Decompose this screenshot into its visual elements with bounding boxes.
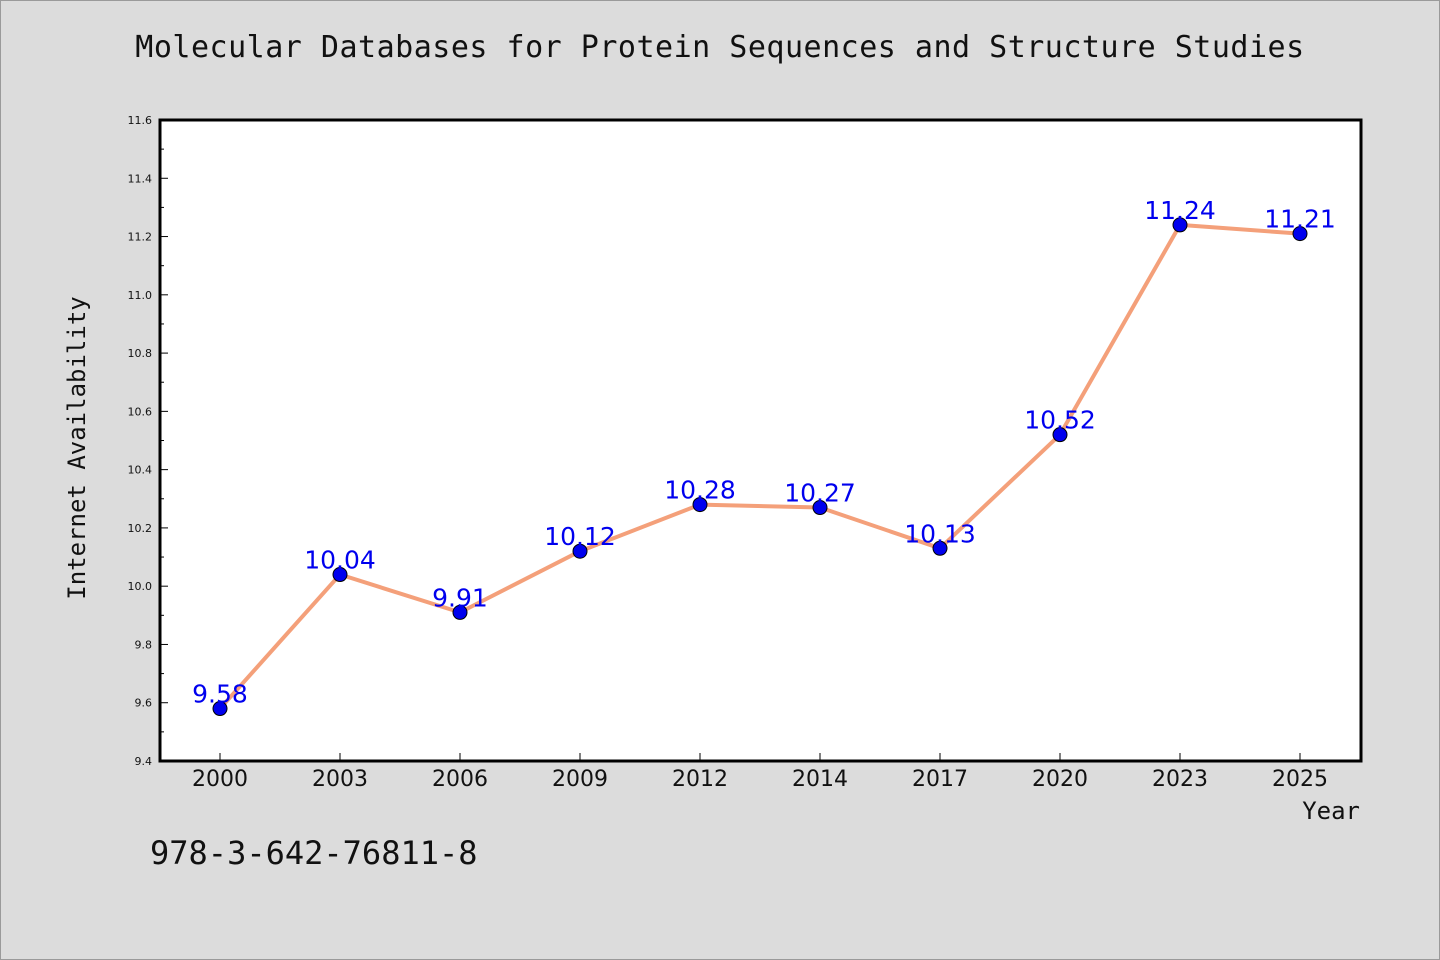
x-tick-label: 2014: [792, 767, 848, 792]
data-point: [572, 543, 588, 559]
series-group: [212, 217, 1308, 717]
data-label: 10.12: [544, 522, 616, 551]
y-tick-label: 10.8: [128, 347, 153, 360]
y-tick-label: 10.0: [128, 580, 153, 593]
plot-area: [158, 118, 1363, 763]
y-tick-label: 10.6: [128, 405, 153, 418]
data-label: 10.04: [304, 546, 376, 575]
data-label: 9.91: [432, 583, 488, 612]
data-point: [692, 497, 708, 513]
data-label: 10.27: [784, 479, 856, 508]
x-tick-label: 2025: [1272, 767, 1328, 792]
y-tick-label: 11.4: [128, 172, 153, 185]
data-label: 10.13: [904, 519, 976, 548]
x-tick-label: 2006: [432, 767, 488, 792]
y-tick-label: 11.2: [128, 231, 153, 244]
x-tick-label: 2012: [672, 767, 728, 792]
data-point: [812, 500, 828, 516]
y-axis: 9.4 9.6 9.8 10.0 10.2 10.4 10.6 10.8 11.0 11.2 11.…: [128, 114, 168, 768]
x-axis: 2000 2003 2006 2009 2012 2014 2017 2020 2023 2025: [192, 753, 1328, 792]
data-point: [212, 701, 228, 717]
y-tick-label: 9.4: [135, 755, 153, 768]
y-tick-label: 11.6: [128, 114, 153, 127]
data-point: [932, 540, 948, 556]
data-point: [1172, 217, 1188, 233]
y-tick-label: 11.0: [128, 289, 153, 302]
data-point: [332, 567, 348, 583]
x-tick-label: 2017: [912, 767, 968, 792]
y-tick-label: 10.4: [128, 464, 153, 477]
y-tick-label: 9.8: [135, 638, 153, 651]
x-tick-label: 2003: [312, 767, 368, 792]
y-tick-label: 10.2: [128, 522, 153, 535]
x-tick-label: 2000: [192, 767, 248, 792]
x-tick-label: 2009: [552, 767, 608, 792]
isbn-text: 978-3-642-76811-8: [150, 834, 478, 872]
x-tick-label: 2023: [1152, 767, 1208, 792]
data-point: [1292, 226, 1308, 242]
data-point: [452, 604, 468, 620]
series-line: [218, 222, 1302, 711]
data-point: [1052, 427, 1068, 443]
y-tick-label: 9.6: [135, 697, 153, 710]
data-label: 9.58: [192, 680, 248, 709]
data-label: 10.52: [1024, 406, 1096, 435]
data-label: 10.28: [664, 476, 736, 505]
x-tick-label: 2020: [1032, 767, 1088, 792]
data-label: 11.21: [1264, 205, 1336, 234]
chart-title: Molecular Databases for Protein Sequence…: [135, 30, 1305, 65]
x-axis-label: Year: [1302, 797, 1360, 825]
data-labels-group: 9.58 10.04 9.91 10.12 10.28 10.27 10.13 10.52 11…: [192, 196, 1336, 709]
data-label: 11.24: [1144, 196, 1216, 225]
